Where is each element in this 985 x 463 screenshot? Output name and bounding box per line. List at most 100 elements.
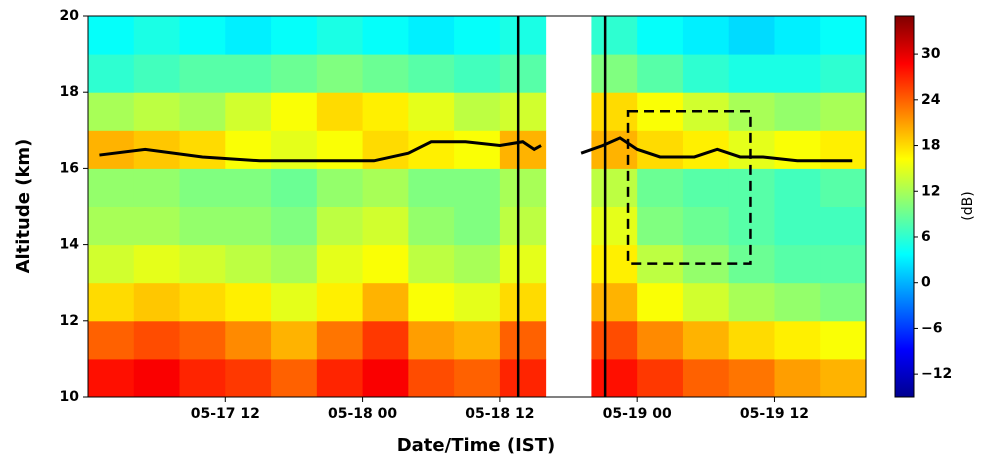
heat-cell <box>774 282 821 322</box>
heat-cell <box>774 16 821 55</box>
colorbar-tick-label: 30 <box>921 46 941 62</box>
heat-cell <box>408 358 455 398</box>
tropopause-line <box>99 136 853 163</box>
heat-cell <box>179 92 226 131</box>
heat-cell <box>591 16 638 55</box>
heat-cell <box>225 54 272 93</box>
heat-cell <box>820 206 867 246</box>
heat-cell <box>682 358 730 398</box>
heat-cell <box>637 206 684 246</box>
heat-cell <box>408 206 455 246</box>
heat-cell <box>591 130 638 169</box>
heat-cell <box>728 320 775 360</box>
heat-cell <box>362 206 409 246</box>
heat-cell <box>362 16 409 55</box>
heat-cell <box>408 54 455 93</box>
heat-cell <box>774 54 821 93</box>
heat-cell <box>454 16 501 55</box>
heat-cell <box>499 130 547 169</box>
heat-cell <box>454 358 501 398</box>
heat-cell <box>820 16 867 55</box>
heat-cell <box>133 320 181 360</box>
heat-cell <box>682 320 730 360</box>
heat-cell <box>820 358 867 398</box>
heat-cell <box>728 206 775 246</box>
heat-cell <box>499 206 547 246</box>
heat-cell <box>88 282 135 322</box>
heat-cell <box>499 244 547 284</box>
heat-cell <box>225 92 272 131</box>
heat-cell <box>225 16 272 55</box>
heat-cell <box>637 320 684 360</box>
heat-cell <box>362 358 409 398</box>
heat-cell <box>499 282 547 322</box>
heat-cell <box>88 168 135 207</box>
heat-cell <box>499 92 547 131</box>
heat-cell <box>591 244 638 284</box>
heat-cell <box>728 54 775 93</box>
heat-cell <box>316 130 364 169</box>
heat-cell <box>454 130 501 169</box>
heat-cell <box>774 358 821 398</box>
colorbar-tick-label: 18 <box>921 138 940 154</box>
heat-cell <box>454 282 501 322</box>
heat-cell <box>499 16 547 55</box>
heat-cell <box>408 92 455 131</box>
heat-cell <box>225 206 272 246</box>
heat-cell <box>316 206 364 246</box>
heat-cell <box>179 282 226 322</box>
heat-cell <box>316 54 364 93</box>
heat-cell <box>499 320 547 360</box>
heat-cell <box>316 282 364 322</box>
y-tick-label: 14 <box>60 237 80 253</box>
heat-cell <box>728 130 775 169</box>
heat-cell <box>271 130 318 169</box>
y-tick-label: 12 <box>60 313 79 329</box>
heat-cell <box>774 320 821 360</box>
heat-cell <box>133 206 181 246</box>
colorbar <box>894 15 915 398</box>
heat-cell <box>728 92 775 131</box>
heat-cell <box>271 168 318 207</box>
heat-cell <box>225 130 272 169</box>
heat-cell <box>179 54 226 93</box>
heat-cell <box>637 16 684 55</box>
heat-cell <box>820 282 867 322</box>
colorbar-tick-label: −6 <box>921 320 942 336</box>
heat-cell <box>316 16 364 55</box>
heat-cell <box>362 244 409 284</box>
heat-cell <box>454 92 501 131</box>
y-tick-label: 20 <box>60 8 80 24</box>
heat-cell <box>316 168 364 207</box>
heat-cell <box>774 168 821 207</box>
heat-cell <box>179 244 226 284</box>
heat-cell <box>88 16 135 55</box>
heat-cell <box>728 282 775 322</box>
heat-cell <box>774 92 821 131</box>
colorbar-tick-label: 12 <box>921 183 940 199</box>
heat-cell <box>408 320 455 360</box>
y-tick-label: 10 <box>60 389 80 405</box>
heat-cell <box>179 130 226 169</box>
heat-cell <box>820 130 867 169</box>
heat-cell <box>225 320 272 360</box>
heat-cell <box>637 282 684 322</box>
heat-cell <box>271 244 318 284</box>
heat-cell <box>225 282 272 322</box>
heat-cell <box>454 206 501 246</box>
heat-cell <box>728 358 775 398</box>
heat-cell <box>362 320 409 360</box>
heat-cell <box>271 206 318 246</box>
heat-cell <box>362 54 409 93</box>
heat-cell <box>88 320 135 360</box>
heat-cell <box>408 168 455 207</box>
heat-cell <box>682 244 730 284</box>
plot-frame <box>87 15 867 398</box>
heat-cell <box>820 168 867 207</box>
heat-cell <box>454 54 501 93</box>
heat-cell <box>682 206 730 246</box>
colorbar-tick-label: 0 <box>921 275 931 291</box>
colorbar-tick-label: 24 <box>921 92 941 108</box>
heat-cell <box>408 16 455 55</box>
